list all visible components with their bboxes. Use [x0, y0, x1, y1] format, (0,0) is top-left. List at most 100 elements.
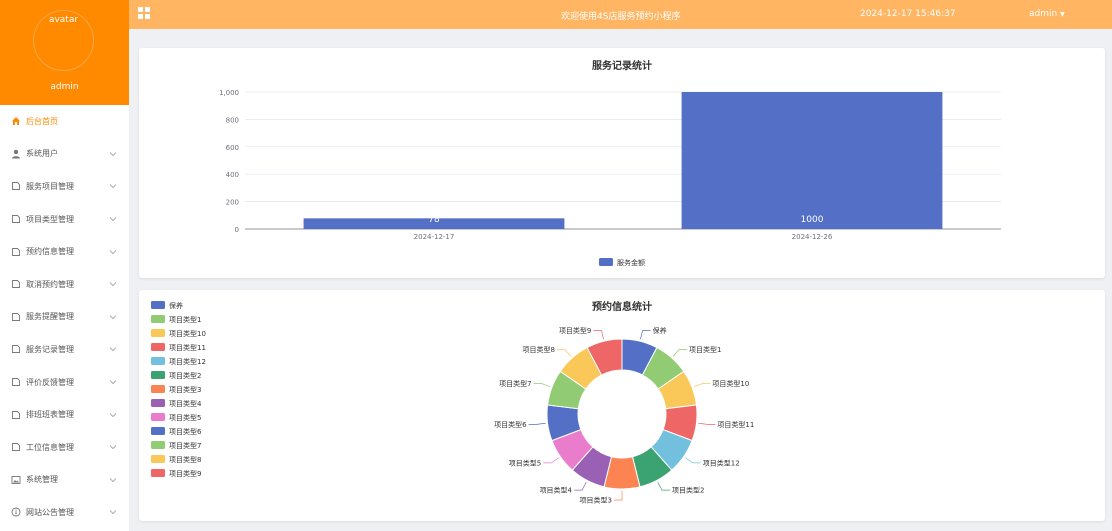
legend-label: 保养 — [169, 301, 183, 310]
current-datetime: 2024-12-17 15:46:37 — [860, 9, 956, 19]
label-line — [657, 482, 670, 491]
legend-swatch[interactable] — [151, 399, 165, 407]
bar-value-label: 1000 — [801, 215, 824, 225]
label-line — [693, 383, 711, 388]
label-line — [640, 330, 651, 340]
chevron-down-icon — [109, 150, 117, 158]
slice-label: 项目类型5 — [509, 458, 541, 467]
caret-down-icon: ▼ — [1060, 11, 1065, 18]
bar[interactable] — [303, 218, 565, 229]
image-icon — [11, 475, 21, 485]
doc-icon — [11, 181, 21, 191]
legend-label: 服务金额 — [617, 258, 645, 267]
slice-label: 项目类型8 — [523, 345, 555, 354]
sidebar-item-1[interactable]: 系统用户 — [0, 138, 129, 171]
legend-label: 项目类型4 — [169, 399, 202, 408]
slice-label: 项目类型4 — [540, 486, 573, 495]
legend-swatch[interactable] — [151, 329, 165, 337]
sidebar-item-label: 网站公告管理 — [26, 507, 74, 517]
label-line — [698, 422, 716, 425]
bar-value-label: 78 — [428, 215, 440, 225]
pie-slice[interactable] — [586, 338, 623, 376]
legend-label: 项目类型5 — [169, 413, 201, 422]
legend-label: 项目类型6 — [169, 427, 202, 436]
legend-swatch[interactable] — [151, 371, 165, 379]
label-line — [556, 349, 572, 357]
doc-icon — [11, 214, 21, 224]
legend-swatch[interactable] — [151, 441, 165, 449]
legend-label: 项目类型10 — [169, 329, 206, 338]
user-menu-label: admin — [1029, 9, 1058, 19]
x-tick-label: 2024-12-26 — [792, 233, 833, 241]
info-icon — [11, 507, 21, 517]
label-line — [574, 482, 587, 491]
sidebar-item-label: 系统用户 — [26, 149, 58, 159]
legend-swatch[interactable] — [151, 469, 165, 477]
chevron-down-icon — [109, 378, 117, 386]
sidebar-item-9[interactable]: 排班班表管理 — [0, 398, 129, 431]
doc-icon — [11, 377, 21, 387]
legend-swatch[interactable] — [151, 315, 165, 323]
slice-label: 保养 — [653, 326, 667, 335]
sidebar-item-label: 项目类型管理 — [26, 214, 74, 224]
legend-label: 项目类型11 — [169, 343, 206, 352]
chevron-down-icon — [109, 476, 117, 484]
slice-label: 项目类型11 — [717, 420, 754, 429]
sidebar-item-label: 取消预约管理 — [26, 279, 74, 289]
legend-swatch[interactable] — [151, 455, 165, 463]
sidebar-item-12[interactable]: 网站公告管理 — [0, 496, 129, 529]
sidebar-item-label: 评价反馈管理 — [26, 377, 74, 387]
user-icon — [11, 149, 21, 159]
legend-swatch[interactable] — [151, 413, 165, 421]
slice-label: 项目类型10 — [712, 379, 749, 388]
chevron-down-icon — [109, 182, 117, 190]
sidebar-item-3[interactable]: 项目类型管理 — [0, 203, 129, 236]
slice-label: 项目类型3 — [580, 496, 612, 505]
sidebar-menu: 后台首页系统用户服务项目管理项目类型管理预约信息管理取消预约管理 服务提醒管理 服务… — [0, 105, 129, 529]
legend-swatch[interactable] — [151, 357, 165, 365]
appointment-donut-chart: 预约信息统计保养项目类型1项目类型10项目类型11项目类型12项目类型2项目类型… — [151, 300, 754, 505]
legend-swatch[interactable] — [151, 301, 165, 309]
y-tick-label: 1,000 — [219, 89, 239, 97]
legend-label: 项目类型7 — [169, 441, 201, 450]
y-tick-label: 400 — [226, 171, 239, 179]
y-tick-label: 0 — [235, 226, 239, 234]
sidebar-item-10[interactable]: 工位信息管理 — [0, 431, 129, 464]
doc-icon — [11, 344, 21, 354]
chevron-down-icon — [109, 215, 117, 223]
label-line — [543, 457, 559, 464]
service-record-bar-chart: 服务记录统计 0 200 400 600 800 1,000 78 2024-12-17 1000… — [219, 59, 1001, 267]
label-line — [593, 330, 604, 340]
appointment-chart-card: 预约信息统计 保养 项目类型1 项目类型10 项目类型11 项目类型12 项目类型2 项目类型… — [139, 290, 1105, 521]
doc-icon — [11, 410, 21, 420]
slice-label: 项目类型9 — [559, 326, 591, 335]
menu-grid-icon[interactable] — [138, 7, 150, 19]
sidebar-item-label: 系统管理 — [26, 475, 58, 485]
sidebar-item-label: 服务提醒管理 — [26, 312, 74, 322]
sidebar-item-8[interactable]: 评价反馈管理 — [0, 366, 129, 399]
sidebar-item-11[interactable]: 系统管理 — [0, 464, 129, 497]
legend-label: 项目类型1 — [169, 315, 201, 324]
doc-icon — [11, 312, 21, 322]
service-record-chart-card: 服务记录统计 0 200 400 600 800 1,000 78 2024-12-17 1000… — [139, 48, 1105, 278]
sidebar-item-label: 服务记录管理 — [26, 344, 74, 354]
sidebar-item-2[interactable]: 服务项目管理 — [0, 170, 129, 203]
sidebar-item-6[interactable]: 服务提醒管理 — [0, 301, 129, 334]
sidebar-item-4[interactable]: 预约信息管理 — [0, 235, 129, 268]
y-tick-label: 200 — [226, 199, 239, 207]
sidebar-item-5[interactable]: 取消预约管理 — [0, 268, 129, 301]
avatar[interactable]: avatar — [33, 10, 94, 71]
legend-swatch[interactable] — [151, 343, 165, 351]
user-menu-dropdown[interactable]: admin ▼ — [1029, 9, 1065, 19]
sidebar-item-7[interactable]: 服务记录管理 — [0, 333, 129, 366]
y-tick-label: 800 — [226, 116, 239, 124]
legend-swatch[interactable] — [151, 385, 165, 393]
legend-label: 项目类型2 — [169, 371, 201, 380]
sidebar-item-0[interactable]: 后台首页 — [0, 105, 129, 138]
legend-label: 项目类型9 — [169, 469, 201, 478]
legend-swatch[interactable] — [599, 258, 613, 266]
legend-label: 项目类型12 — [169, 357, 206, 366]
bar[interactable] — [681, 92, 943, 229]
label-line — [533, 383, 551, 388]
legend-swatch[interactable] — [151, 427, 165, 435]
